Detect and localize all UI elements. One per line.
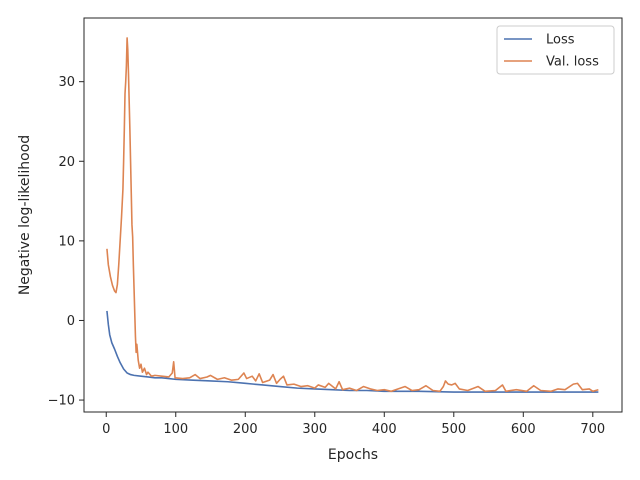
legend: Loss Val. loss	[496, 25, 615, 75]
y-tick-label: 0	[67, 314, 75, 329]
legend-box	[496, 25, 615, 75]
x-tick-label: 700	[580, 422, 605, 437]
x-axis-ticks: 0 100 200 300 400 500 600 700	[102, 412, 605, 437]
legend-label: Val. loss	[546, 55, 599, 70]
y-tick-label: −10	[48, 394, 75, 409]
x-tick-label: 300	[302, 422, 327, 437]
series-line-val-loss	[106, 37, 599, 393]
y-tick-label: 20	[58, 155, 75, 170]
series-line-loss	[106, 310, 599, 393]
legend-label: Loss	[546, 33, 575, 48]
x-tick-label: 200	[233, 422, 258, 437]
y-axis-label: Negative log-likelihood	[17, 135, 33, 295]
x-tick-label: 500	[441, 422, 466, 437]
y-axis-ticks: −10 0 10 20 30	[48, 75, 84, 409]
x-tick-label: 100	[163, 422, 188, 437]
y-tick-label: 10	[58, 234, 75, 249]
x-tick-label: 0	[102, 422, 110, 437]
series-layer	[106, 37, 599, 393]
x-axis-label: Epochs	[328, 447, 378, 463]
y-tick-label: 30	[58, 75, 75, 90]
x-tick-label: 600	[511, 422, 536, 437]
axes-frame	[83, 17, 623, 413]
x-tick-label: 400	[372, 422, 397, 437]
